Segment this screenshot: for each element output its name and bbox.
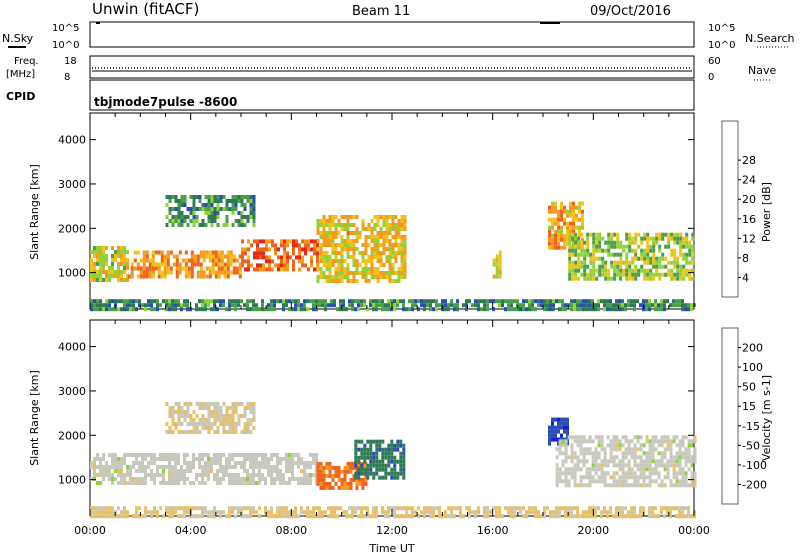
velocity-y-label: Slant Range [km] <box>28 370 41 466</box>
freq-tick-bottom: 8 <box>64 72 70 83</box>
nsky-right-tick-top: 10^5 <box>708 23 735 34</box>
data-region <box>90 299 696 312</box>
data-region <box>492 250 502 279</box>
station-title: Unwin (fitACF) <box>92 0 199 18</box>
y-tick-label: 1000 <box>58 267 86 280</box>
power-colorbar: 4 8 12 16 20 24 28 <box>721 120 756 298</box>
x-tick-label: 00:00 <box>74 524 106 537</box>
power-colorbar-label: Power [dB] <box>760 182 773 242</box>
cpid-value: tbjmode7pulse -8600 <box>94 95 237 109</box>
y-tick-label: 2000 <box>58 222 86 235</box>
data-region <box>316 215 407 283</box>
power-axes: 1000 2000 3000 4000 <box>58 113 695 309</box>
x-tick-label: 12:00 <box>376 524 408 537</box>
nsky-panel <box>89 21 695 48</box>
colorbar-tick-label: -100 <box>742 459 767 472</box>
y-tick-label: 4000 <box>58 134 86 147</box>
data-region <box>90 246 129 282</box>
velocity-axes: 1000 2000 3000 4000 00:00 04:00 08:00 12:00 16:0… <box>58 320 710 537</box>
y-tick-label: 2000 <box>58 429 86 442</box>
nave-tick-top: 60 <box>708 56 721 67</box>
nave-label: Nave <box>748 64 776 77</box>
colorbar-tick-label: 16 <box>742 213 756 226</box>
power-heatmap <box>90 195 696 312</box>
y-tick-label: 4000 <box>58 341 86 354</box>
velocity-heatmap <box>90 402 697 519</box>
colorbar-tick-label: -50 <box>742 439 760 452</box>
colorbar-tick-label: -15 <box>742 420 760 433</box>
colorbar-tick-label: 100 <box>742 361 763 374</box>
colorbar-tick-label: 12 <box>742 232 756 245</box>
x-tick-label: 08:00 <box>275 524 307 537</box>
date-label: 09/Oct/2016 <box>590 4 671 19</box>
freq-panel <box>89 55 695 79</box>
velocity-colorbar: 200 100 50 15 -15 -50 -100 -200 <box>721 327 767 505</box>
nsky-tick-bottom: 10^0 <box>52 40 79 51</box>
cpid-panel <box>89 79 695 111</box>
colorbar-tick-label: 15 <box>742 400 756 413</box>
beam-label: Beam 11 <box>352 4 410 19</box>
data-region <box>354 439 406 480</box>
data-region <box>241 239 319 272</box>
colorbar-tick-label: 50 <box>742 381 756 394</box>
colorbar-tick-label: 24 <box>742 174 756 187</box>
x-tick-label: 00:00 <box>678 524 710 537</box>
velocity-colorbar-label: Velocity [m s-1] <box>760 375 773 461</box>
colorbar-tick-label: 8 <box>742 252 749 265</box>
freq-label-line2: [MHz] <box>6 69 35 80</box>
time-axis-label: Time UT <box>368 542 414 554</box>
y-tick-label: 3000 <box>58 178 86 191</box>
colorbar-tick-label: 200 <box>742 342 763 355</box>
power-y-label: Slant Range [km] <box>28 164 41 260</box>
nsky-tick-top: 10^5 <box>52 23 79 34</box>
nsky-right-tick-bottom: 10^0 <box>708 40 735 51</box>
data-region <box>568 232 695 281</box>
colorbar-tick-label: -200 <box>742 478 767 491</box>
colorbar-tick-label: 28 <box>742 154 756 167</box>
data-region <box>165 402 256 434</box>
data-region <box>90 453 318 485</box>
nsearch-label: N.Search <box>745 32 795 45</box>
data-region <box>165 195 256 227</box>
x-tick-label: 16:00 <box>477 524 509 537</box>
y-tick-label: 1000 <box>58 474 86 487</box>
data-region <box>555 435 697 488</box>
nave-tick-bottom: 0 <box>708 72 714 83</box>
freq-label-line1: Freq. <box>14 56 39 67</box>
x-tick-label: 20:00 <box>577 524 609 537</box>
x-tick-label: 04:00 <box>175 524 207 537</box>
y-tick-label: 3000 <box>58 385 86 398</box>
nsky-label: N.Sky <box>2 32 34 45</box>
cpid-label: CPID <box>6 90 35 103</box>
freq-tick-top: 18 <box>64 56 77 67</box>
data-region <box>90 506 696 519</box>
colorbar-tick-label: 20 <box>742 193 756 206</box>
colorbar-tick-label: 4 <box>742 271 749 284</box>
data-region <box>127 250 242 279</box>
